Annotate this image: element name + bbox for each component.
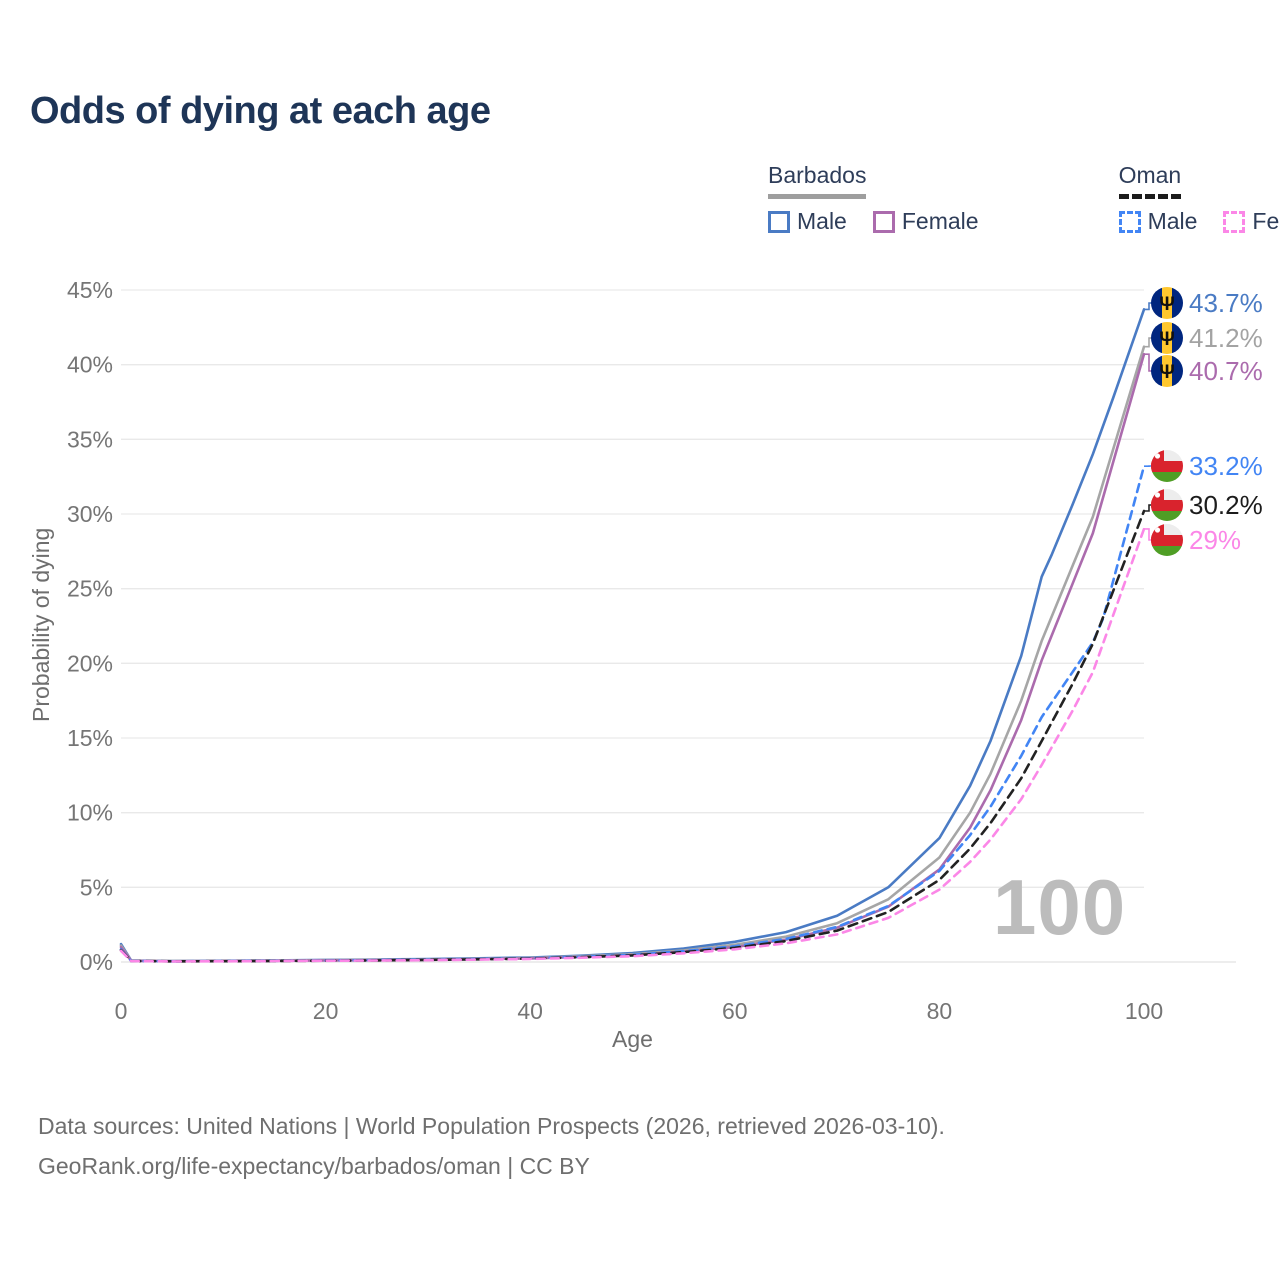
barbados-flag-icon: Ψ <box>1151 287 1183 319</box>
footer: Data sources: United Nations | World Pop… <box>38 1106 945 1186</box>
y-tick-label: 15% <box>67 725 113 751</box>
end-value-label: 30.2% <box>1189 490 1263 520</box>
footer-data-sources: Data sources: United Nations | World Pop… <box>38 1113 945 1139</box>
y-tick-label: 40% <box>67 352 113 378</box>
series-line-oman-female[interactable] <box>119 527 1146 963</box>
end-label-connector <box>1144 337 1152 348</box>
x-tick-label: 80 <box>927 998 953 1024</box>
oman-flag-icon <box>1151 489 1183 521</box>
legend-item-oman-female[interactable]: Female <box>1223 208 1280 235</box>
y-tick-label: 45% <box>67 277 113 303</box>
end-value-label: 41.2% <box>1189 323 1263 353</box>
end-label-connector <box>1144 504 1152 512</box>
legend-group-barbados: Barbados Male Female <box>768 162 979 235</box>
barbados-female-swatch-icon <box>872 210 895 233</box>
oman-flag-icon <box>1151 450 1183 482</box>
end-label-connector <box>1144 528 1152 541</box>
series-line-oman-both[interactable] <box>119 509 1146 963</box>
age-watermark: 100 <box>993 863 1127 951</box>
legend: Barbados Male Female Oman Male Female <box>768 162 1280 235</box>
svg-text:Ψ: Ψ <box>1159 294 1174 315</box>
legend-label-barbados-male: Male <box>797 208 847 234</box>
legend-item-barbados-male[interactable]: Male <box>768 208 847 235</box>
legend-country-oman[interactable]: Oman <box>1118 162 1182 199</box>
legend-label-barbados-female: Female <box>901 208 979 234</box>
barbados-male-swatch-icon <box>768 210 790 233</box>
x-tick-label: 100 <box>1125 998 1163 1024</box>
end-value-label: 33.2% <box>1189 451 1263 481</box>
y-tick-label: 30% <box>67 501 113 527</box>
legend-item-barbados-female[interactable]: Female <box>872 208 979 235</box>
end-label-connector <box>1144 302 1152 311</box>
page-title: Odds of dying at each age <box>30 90 491 132</box>
legend-group-oman: Oman Male Female <box>1118 162 1280 235</box>
oman-flag-icon <box>1151 524 1183 556</box>
y-tick-label: 25% <box>67 576 113 602</box>
y-tick-label: 20% <box>67 650 113 676</box>
series-line-barbados-female[interactable] <box>119 352 1146 963</box>
legend-country-barbados[interactable]: Barbados <box>768 162 867 199</box>
oman-male-swatch-icon <box>1118 210 1141 233</box>
legend-label-oman-female: Female <box>1252 208 1280 234</box>
x-tick-label: 20 <box>313 998 339 1024</box>
x-axis-title: Age <box>612 1026 653 1052</box>
x-tick-label: 40 <box>517 998 543 1024</box>
legend-label-oman-male: Male <box>1147 208 1198 234</box>
y-tick-label: 10% <box>67 800 113 826</box>
oman-female-swatch-icon <box>1223 210 1246 233</box>
x-tick-label: 0 <box>115 998 128 1024</box>
series-line-barbados-male[interactable] <box>119 308 1146 963</box>
y-tick-label: 0% <box>80 949 113 975</box>
x-tick-label: 60 <box>722 998 748 1024</box>
svg-text:Ψ: Ψ <box>1159 329 1174 350</box>
end-label-connector <box>1144 353 1152 372</box>
end-value-label: 29% <box>1189 525 1241 555</box>
barbados-flag-icon: Ψ <box>1151 355 1183 387</box>
footer-attribution[interactable]: GeoRank.org/life-expectancy/barbados/oma… <box>38 1153 590 1179</box>
y-tick-label: 35% <box>67 426 113 452</box>
y-tick-label: 5% <box>80 874 113 900</box>
end-value-label: 43.7% <box>1189 288 1263 318</box>
svg-text:Ψ: Ψ <box>1159 362 1174 383</box>
legend-item-oman-male[interactable]: Male <box>1118 208 1198 235</box>
end-value-label: 40.7% <box>1189 356 1263 386</box>
barbados-flag-icon: Ψ <box>1151 322 1183 354</box>
